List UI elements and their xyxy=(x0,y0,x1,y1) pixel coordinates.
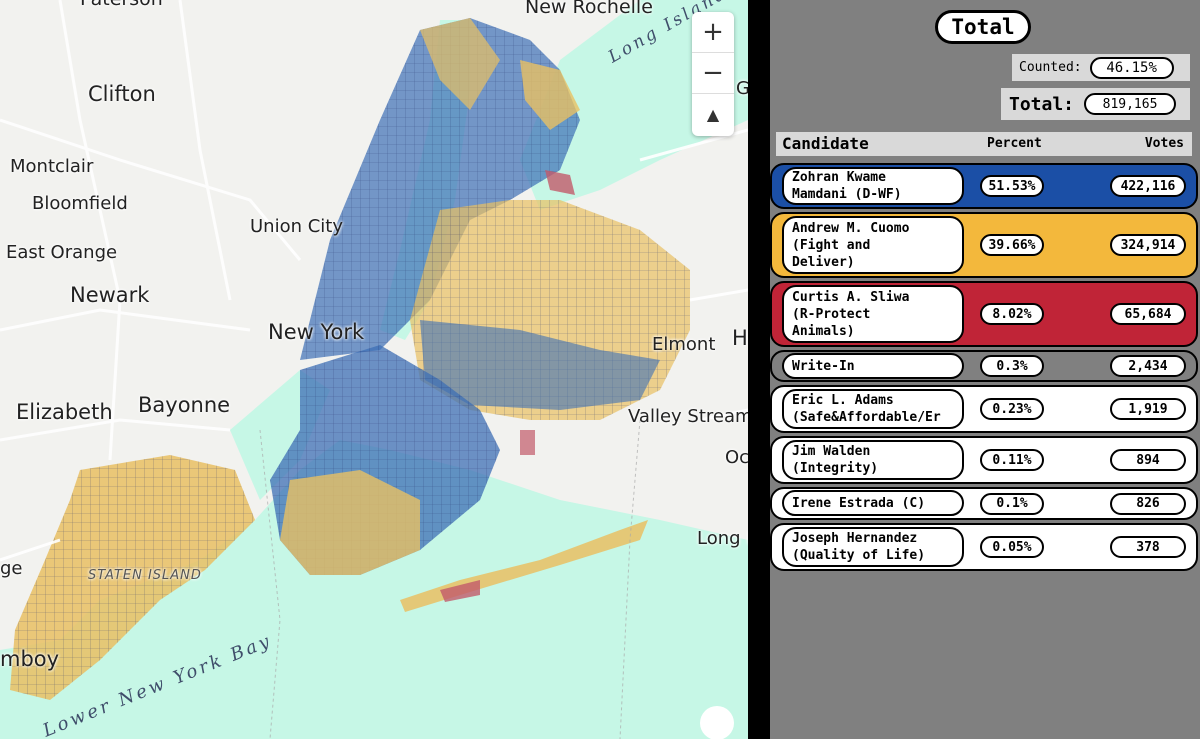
candidate-votes: 422,116 xyxy=(1110,175,1186,197)
candidate-row: Write-In 0.3% 2,434 xyxy=(770,350,1198,382)
candidate-name: Zohran Kwame Mamdani (D-WF) xyxy=(782,167,964,205)
place-label: New Rochelle xyxy=(525,0,653,18)
total-value: 819,165 xyxy=(1084,93,1177,115)
place-label: STATEN ISLAND xyxy=(88,568,202,583)
candidate-name: Curtis A. Sliwa (R-Protect Animals) xyxy=(782,285,964,343)
candidate-percent: 0.23% xyxy=(980,398,1044,420)
candidate-percent: 51.53% xyxy=(980,175,1044,197)
candidate-row: Curtis A. Sliwa (R-Protect Animals) 8.02%… xyxy=(770,281,1198,347)
water-sound xyxy=(520,0,748,210)
compass-button[interactable]: ▲ xyxy=(706,104,720,124)
table-header: Candidate Percent Votes xyxy=(776,132,1192,156)
place-label: Elmont xyxy=(652,334,716,355)
candidate-name: Jim Walden (Integrity) xyxy=(782,440,964,480)
candidate-name: Eric L. Adams (Safe&Affordable/Er xyxy=(782,389,964,429)
panel-title: Total xyxy=(935,10,1031,44)
candidate-votes: 1,919 xyxy=(1110,398,1186,420)
candidate-votes: 324,914 xyxy=(1110,234,1186,256)
zoom-out-button[interactable]: − xyxy=(702,58,724,88)
candidate-row: Irene Estrada (C) 0.1% 826 xyxy=(770,487,1198,520)
candidate-row: Eric L. Adams (Safe&Affordable/Er 0.23% 1,… xyxy=(770,385,1198,433)
place-label: Union City xyxy=(250,216,344,237)
candidate-percent: 0.11% xyxy=(980,449,1044,471)
candidate-percent: 39.66% xyxy=(980,234,1044,256)
counted-label: Counted: xyxy=(1019,60,1082,75)
header-votes: Votes xyxy=(1144,136,1184,151)
candidate-row: Joseph Hernandez (Quality of Life) 0.05% 3… xyxy=(770,523,1198,571)
header-candidate: Candidate xyxy=(782,134,869,153)
zoom-in-button[interactable]: + xyxy=(702,17,724,47)
place-label: H xyxy=(732,326,748,350)
place-label: Paterson xyxy=(80,0,163,10)
map-overlay-button[interactable] xyxy=(700,706,734,739)
zoom-control: + − ▲ xyxy=(692,12,734,136)
candidate-percent: 8.02% xyxy=(980,303,1044,325)
place-label: Bayonne xyxy=(138,393,231,417)
candidate-name: Andrew M. Cuomo (Fight and Deliver) xyxy=(782,216,964,274)
map-canvas[interactable] xyxy=(0,0,748,739)
candidate-row: Jim Walden (Integrity) 0.11% 894 xyxy=(770,436,1198,484)
water-body xyxy=(0,440,748,739)
place-label: New York xyxy=(268,320,365,344)
place-label: Valley Stream xyxy=(628,406,748,427)
place-label: Long I xyxy=(697,528,748,549)
counted-box: Counted: 46.15% xyxy=(1012,54,1190,81)
place-label: ge xyxy=(0,558,23,579)
place-label: G xyxy=(736,78,748,99)
candidate-percent: 0.1% xyxy=(980,492,1044,515)
candidate-votes: 65,684 xyxy=(1110,303,1186,325)
panel-divider xyxy=(748,0,770,739)
place-label: Clifton xyxy=(88,82,156,106)
candidate-row: Zohran Kwame Mamdani (D-WF) 51.53% 422,116 xyxy=(770,163,1198,209)
place-label: mboy xyxy=(0,647,60,671)
candidate-name: Write-In xyxy=(782,353,964,379)
header-percent: Percent xyxy=(987,136,1042,151)
place-label: Bloomfield xyxy=(32,193,128,214)
candidate-votes: 2,434 xyxy=(1110,355,1186,377)
candidate-votes: 378 xyxy=(1110,536,1186,558)
place-label: Oc xyxy=(725,447,748,468)
place-label: Newark xyxy=(70,283,150,307)
place-label: Elizabeth xyxy=(16,400,113,424)
counted-value: 46.15% xyxy=(1089,56,1174,79)
election-map[interactable]: Paterson New Rochelle Clifton Montclair … xyxy=(0,0,748,739)
place-label: Montclair xyxy=(10,156,94,177)
place-label: East Orange xyxy=(6,242,118,263)
total-box: Total: 819,165 xyxy=(1001,88,1190,120)
total-label: Total: xyxy=(1009,93,1075,115)
candidate-votes: 894 xyxy=(1110,449,1186,471)
candidate-percent: 0.3% xyxy=(980,355,1044,377)
candidate-row: Andrew M. Cuomo (Fight and Deliver) 39.66… xyxy=(770,212,1198,278)
candidate-name: Irene Estrada (C) xyxy=(782,490,964,516)
candidate-percent: 0.05% xyxy=(980,536,1044,558)
candidate-votes: 826 xyxy=(1110,492,1186,515)
candidate-name: Joseph Hernandez (Quality of Life) xyxy=(782,527,964,567)
